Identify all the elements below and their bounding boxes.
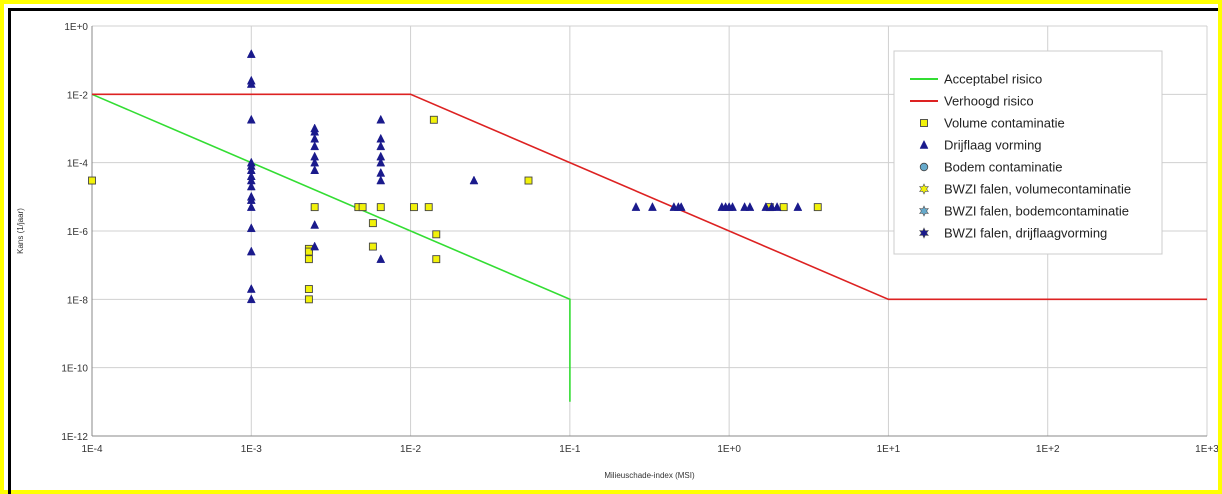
drijflaag-vorming-point [631, 202, 641, 211]
risk-chart: 1E-4 1E-3 1E-2 1E-1 1E+0 1E+1 1E+2 1E+31E-121E-… [16, 22, 1218, 480]
y-tick-label: 1E-4 [67, 159, 89, 170]
volume-contaminatie-point [368, 219, 377, 228]
volume-contaminatie-point [304, 255, 313, 264]
drijflaag-vorming-point [246, 202, 256, 211]
drijflaag-vorming-point [376, 141, 386, 151]
legend-item-bodem-contaminatie: Bodem contaminatie [919, 160, 1063, 175]
legend-label: BWZI falen, volumecontaminatie [944, 182, 1131, 197]
drijflaag-vorming-point [246, 181, 256, 191]
y-tick-label: 1E-2 [67, 90, 89, 101]
legend-label: BWZI falen, bodemcontaminatie [944, 204, 1129, 219]
volume-contaminatie-point [310, 203, 319, 212]
drijflaag-vorming-point [648, 202, 657, 211]
legend-box [893, 50, 1163, 255]
volume-contaminatie-point [429, 115, 438, 124]
chart-panel: 1E-4 1E-3 1E-2 1E-1 1E+0 1E+1 1E+2 1E+3 1E-12 1E-… [8, 8, 1218, 494]
legend-label: BWZI falen, drijflaagvorming [944, 226, 1107, 241]
drijflaag-vorming-point [740, 202, 749, 211]
legend-item-verhoogd-risico: Verhoogd risico [910, 94, 1034, 109]
x-tick-label: 1E+0 [717, 444, 741, 455]
y-tick-label: 1E+0 [64, 22, 88, 33]
x-tick-label: 1E-3 [241, 444, 263, 455]
volume-contaminatie-point [432, 255, 441, 264]
drijflaag-vorming-point [376, 114, 386, 124]
drijflaag-vorming-point [246, 223, 256, 233]
volume-contaminatie-point [358, 203, 367, 212]
volume-contaminatie-point [424, 203, 433, 212]
legend-item-volume-contaminatie: Volume contaminatie [920, 116, 1065, 131]
legend-label: Drijflaag vorming [944, 138, 1042, 153]
drijflaag-vorming-point [767, 202, 777, 211]
legend-item-bwzi-falen-bodemcontaminatie: BWZI falen, bodemcontaminatie [919, 204, 1129, 219]
x-axis-title: Milieuschade-index (MSI) [604, 471, 695, 480]
legend-star-icon [919, 183, 929, 195]
drijflaag-vorming-point [761, 202, 771, 211]
legend-item-drijflaag-vorming: Drijflaag vorming [919, 138, 1042, 153]
drijflaag-vorming-point [310, 165, 320, 174]
volume-contaminatie-point [304, 285, 313, 293]
drijflaag-vorming-point [246, 246, 256, 256]
volume-contaminatie-point [409, 203, 418, 212]
volume-contaminatie-point [304, 247, 313, 256]
drijflaag-vorming-point [728, 202, 737, 211]
volume-contaminatie-point [432, 230, 441, 239]
drijflaag-vorming-point [772, 202, 782, 211]
y-tick-label: 1E-6 [67, 227, 89, 238]
legend-triangle-icon [919, 139, 929, 149]
y-tick-label: 1E-10 [61, 364, 88, 375]
legend-circle-icon [919, 162, 929, 172]
legend-item-bwzi-falen-drijflaagvorming: BWZI falen, drijflaagvorming [919, 226, 1107, 241]
volume-contaminatie-point [304, 295, 313, 304]
drijflaag-vorming-point [469, 175, 479, 185]
drijflaag-vorming-point [793, 202, 803, 211]
x-tick-label: 1E-4 [81, 444, 103, 455]
drijflaag-vorming-point [310, 241, 320, 251]
y-axis-title: Kans (1/jaar) [16, 208, 25, 254]
drijflaag-vorming-point [376, 157, 386, 167]
volume-contaminatie-point [88, 176, 96, 185]
drijflaag-vorming-point [676, 202, 686, 211]
legend-square-icon [920, 119, 928, 127]
volume-contaminatie-point [779, 203, 788, 212]
legend-item-acceptabel-risico: Acceptabel risico [910, 72, 1042, 87]
drijflaag-vorming-point [376, 254, 386, 263]
drijflaag-vorming-point [246, 49, 256, 58]
x-tick-label: 1E-1 [559, 444, 581, 455]
legend-star-icon [919, 227, 929, 239]
legend-item-bwzi-falen-volumecontaminatie: BWZI falen, volumecontaminatie [919, 182, 1131, 197]
x-tick-label: 1E-2 [400, 444, 422, 455]
volume-contaminatie-point [813, 203, 822, 212]
legend-label: Acceptabel risico [944, 72, 1042, 87]
legend-label: Verhoogd risico [944, 94, 1034, 109]
line-verhoogd-risico [92, 93, 1207, 301]
drijflaag-vorming-point [246, 114, 256, 124]
x-tick-label: 1E+2 [1036, 444, 1060, 455]
x-tick-label: 1E+3 [1195, 444, 1218, 455]
volume-contaminatie-point [368, 242, 377, 251]
drijflaag-vorming-point [310, 219, 320, 229]
drijflaag-vorming-point [246, 78, 256, 88]
legend-label: Volume contaminatie [944, 116, 1065, 131]
drijflaag-vorming-point [246, 294, 256, 304]
volume-contaminatie-point [524, 176, 533, 185]
drijflaag-vorming-point [310, 141, 320, 151]
y-tick-label: 1E-12 [61, 432, 88, 443]
y-tick-label: 1E-8 [67, 295, 89, 306]
legend-star-icon [919, 205, 929, 217]
volume-contaminatie-point [376, 203, 385, 212]
drijflaag-vorming-point [376, 175, 386, 185]
drijflaag-vorming-point [745, 202, 755, 211]
x-tick-label: 1E+1 [877, 444, 901, 455]
drijflaag-vorming-point [246, 283, 256, 293]
legend-label: Bodem contaminatie [944, 160, 1063, 175]
